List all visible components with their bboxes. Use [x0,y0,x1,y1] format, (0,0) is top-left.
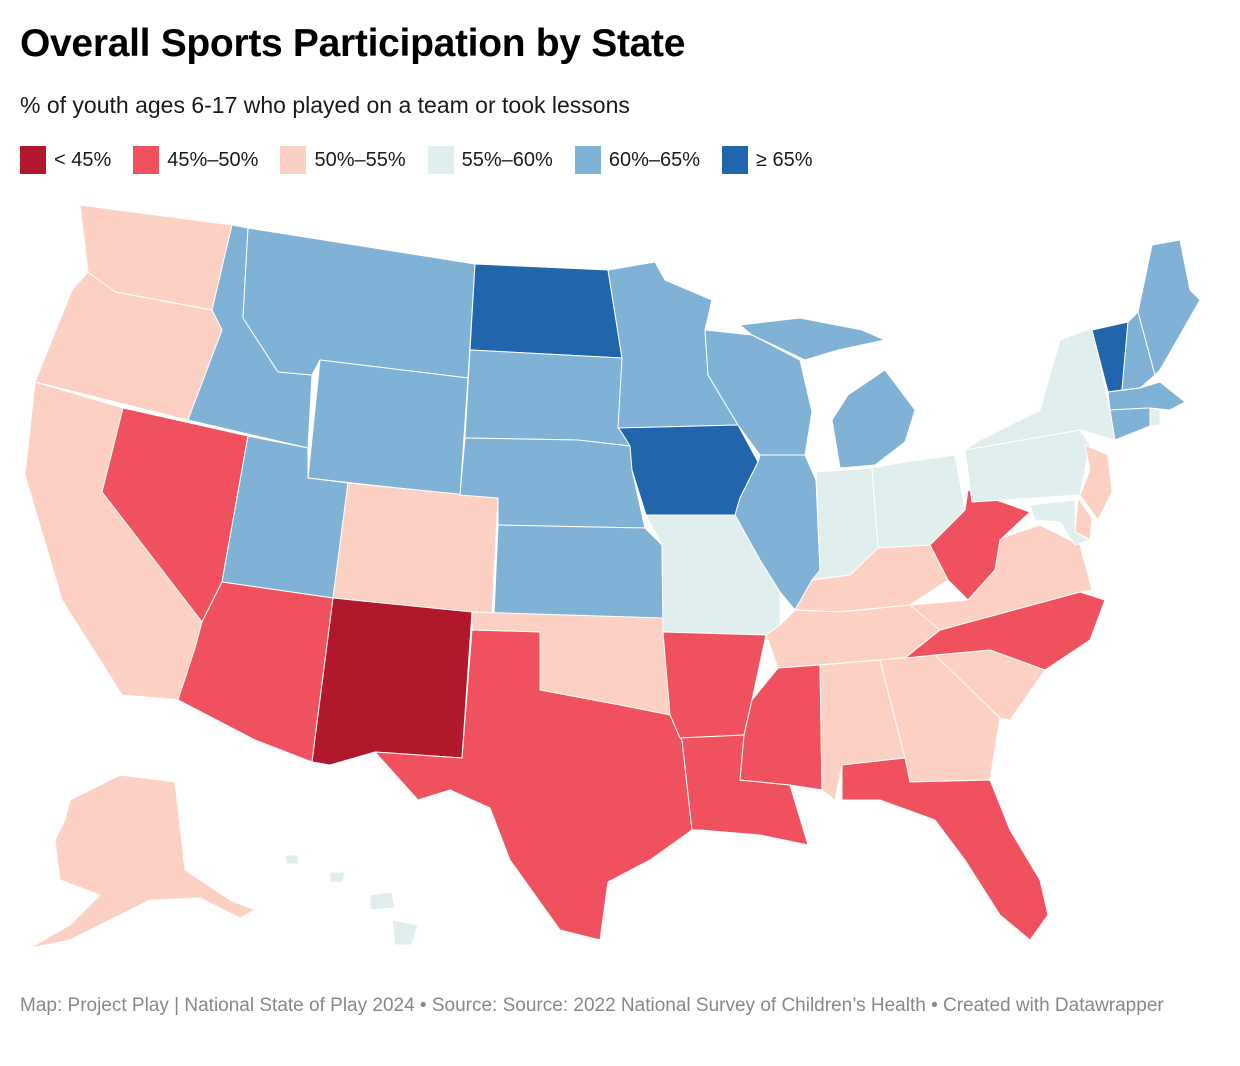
state-west-virginia[interactable] [929,489,1031,601]
state-hawaii[interactable] [284,854,419,946]
legend-label-60-65: 60%–65% [608,148,701,171]
legend-label-lt45: < 45% [54,148,112,171]
state-montana[interactable] [242,227,476,379]
legend-swatch-lt45 [20,146,46,174]
footer-credits: Map: Project Play | National State of Pl… [20,995,1164,1016]
state-texas[interactable] [374,629,693,941]
state-maine[interactable] [1137,239,1201,376]
legend-swatch-50-55 [280,146,307,174]
state-new-mexico[interactable] [311,597,473,766]
legend-label-55-60: 55%–60% [461,148,553,171]
state-wyoming[interactable] [307,359,469,496]
legend-swatch-55-60 [427,146,454,174]
state-mississippi[interactable] [739,664,823,791]
chart-subtitle: % of youth ages 6-17 who played on a tea… [20,92,630,118]
state-new-hampshire[interactable] [1121,311,1156,391]
legend: < 45% 45%–50% 50%–55% 55%–60% 60%–65% ≥ … [20,146,835,174]
us-choropleth-map [24,204,1201,949]
state-connecticut[interactable] [1109,407,1151,441]
state-rhode-island[interactable] [1149,407,1161,427]
legend-item-45-50: 45%–50% [133,146,258,174]
legend-item-gte65: ≥ 65% [722,146,813,174]
legend-label-45-50: 45%–50% [167,148,259,171]
legend-label-50-55: 50%–55% [314,148,406,171]
legend-label-gte65: ≥ 65% [756,148,813,171]
legend-swatch-gte65 [722,146,749,174]
legend-swatch-45-50 [133,146,160,174]
state-maryland[interactable] [1029,499,1091,546]
legend-item-60-65: 60%–65% [574,146,701,174]
state-colorado[interactable] [332,482,499,616]
state-kansas[interactable] [493,524,664,619]
state-new-jersey[interactable] [1079,444,1113,521]
state-florida[interactable] [841,757,1049,941]
state-alaska[interactable] [29,774,256,949]
legend-item-55-60: 55%–60% [427,146,553,174]
state-south-dakota[interactable] [464,349,631,447]
state-illinois[interactable] [734,454,821,611]
chart-title: Overall Sports Participation by State [20,22,686,65]
state-north-dakota[interactable] [469,263,623,359]
legend-item-50-55: 50%–55% [280,146,406,174]
state-michigan[interactable] [739,317,916,469]
legend-swatch-60-65 [574,146,601,174]
state-new-york[interactable] [964,327,1116,451]
legend-item-lt45: < 45% [20,146,111,174]
